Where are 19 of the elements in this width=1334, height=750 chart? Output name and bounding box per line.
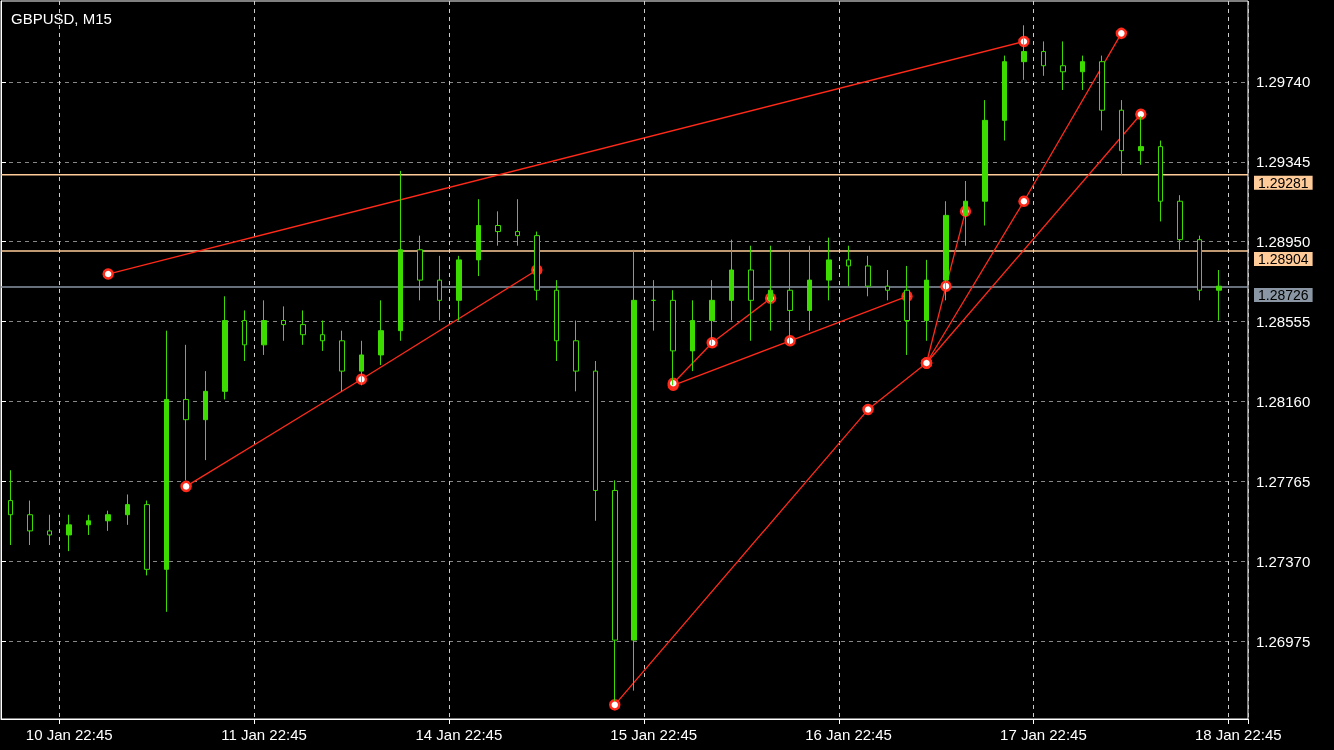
y-tick-label: 1.29345: [1256, 153, 1311, 171]
ref-line-label: 1.28726: [1258, 286, 1309, 303]
x-tick-label: 14 Jan 22:45: [415, 726, 503, 743]
y-tick-label: 1.29740: [1256, 73, 1311, 91]
x-tick-label: 16 Jan 22:45: [805, 726, 892, 743]
x-tick-label: 15 Jan 22:45: [610, 726, 698, 743]
x-tick-label: 10 Jan 22:45: [25, 726, 113, 743]
x-tick-label: 17 Jan 22:45: [1000, 726, 1087, 743]
y-tick-label: 1.27370: [1256, 552, 1311, 570]
text: GBPUSD, M15: [11, 10, 112, 27]
ref-line-label: 1.29281: [1258, 174, 1309, 191]
ref-line-label: 1.28904: [1258, 250, 1309, 267]
y-tick-label: 1.27765: [1256, 472, 1311, 490]
x-tick-label: 11 Jan 22:45: [221, 726, 307, 743]
x-tick-label: 18 Jan 22:45: [1194, 726, 1282, 743]
y-tick-label: 1.28950: [1256, 233, 1311, 251]
y-tick-label: 1.28160: [1256, 392, 1311, 410]
y-tick-label: 1.26975: [1256, 632, 1311, 650]
y-tick-label: 1.28555: [1256, 313, 1311, 331]
